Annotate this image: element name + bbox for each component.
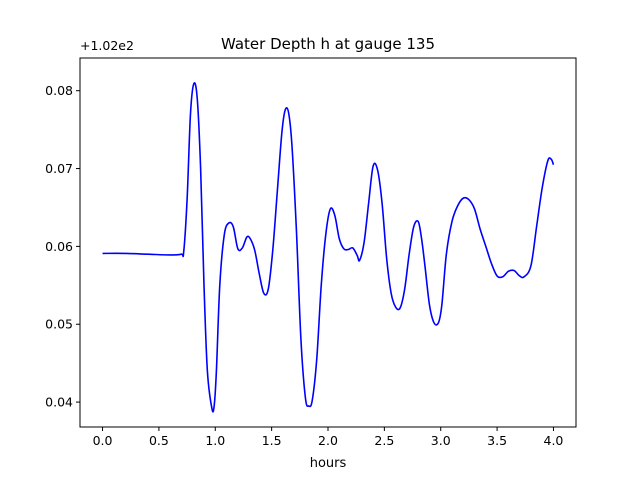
x-tick-label: 2.0 <box>318 433 338 448</box>
x-tick-label: 3.0 <box>431 433 451 448</box>
y-axis-offset-label: +1.02e2 <box>80 38 134 53</box>
x-axis-label: hours <box>310 456 347 471</box>
x-tick-label: 1.5 <box>262 433 282 448</box>
y-tick-label: 0.04 <box>45 395 73 410</box>
series-line-0 <box>102 82 555 413</box>
y-tick-label: 0.07 <box>45 161 73 176</box>
y-tick-label: 0.06 <box>45 239 73 254</box>
x-tick-label: 3.5 <box>487 433 507 448</box>
x-tick-label: 2.5 <box>374 433 394 448</box>
plot-area: 0.0 0.5 1.0 1.5 2.0 2.5 3.0 3.5 4.0 0.04 0.05 0.06 0… <box>45 82 564 448</box>
x-tick-label: 4.0 <box>544 433 564 448</box>
x-tick-label: 0.5 <box>149 433 169 448</box>
y-tick-label: 0.05 <box>45 317 73 332</box>
y-tick-label: 0.08 <box>45 83 73 98</box>
plot-frame <box>79 57 577 428</box>
x-tick-label: 1.0 <box>205 433 225 448</box>
x-tick-label: 0.0 <box>93 433 113 448</box>
chart-title: Water Depth h at gauge 135 <box>221 35 435 53</box>
